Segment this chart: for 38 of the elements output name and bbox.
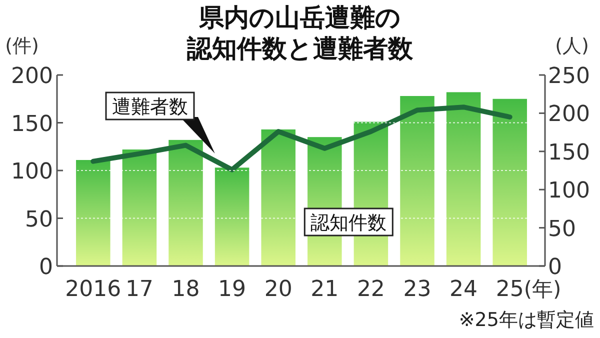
y2-tick-label: 100 xyxy=(548,178,590,204)
y2-tick-label: 200 xyxy=(548,102,590,128)
chart-subtitle: 認知件数と遭難者数 xyxy=(186,34,414,63)
bar xyxy=(400,96,434,266)
series-label: 遭難者数 xyxy=(105,92,195,120)
y2-tick-label: 250 xyxy=(548,64,590,89)
x-tick-label: 25 xyxy=(496,277,524,302)
series-label: 認知件数 xyxy=(304,208,394,236)
series-label: 遭難者数 xyxy=(112,96,188,118)
y2-tick-label: 50 xyxy=(548,216,576,242)
y-tick-label: 50 xyxy=(25,207,53,232)
x-tick-label: 21 xyxy=(310,277,339,302)
x-tick-label: 18 xyxy=(172,277,200,302)
y-tick-label: 0 xyxy=(39,255,53,280)
chart-title: 県内の山岳遭難の xyxy=(198,3,401,32)
y2-tick-label: 0 xyxy=(548,255,562,280)
x-tick-label: 20 xyxy=(264,277,292,302)
x-axis-title: (年) xyxy=(524,277,562,301)
x-tick-label: 24 xyxy=(450,277,478,302)
y2-axis-title: (人) xyxy=(555,35,589,57)
bar xyxy=(492,98,527,266)
y-tick-label: 150 xyxy=(11,112,53,137)
x-tick-label: 22 xyxy=(356,277,385,302)
bar xyxy=(122,149,157,266)
y-tick-label: 200 xyxy=(11,64,53,89)
y-tick-label: 100 xyxy=(11,160,53,184)
y2-tick-label: 150 xyxy=(548,140,590,166)
text: ※25年は暫定値 xyxy=(458,309,594,331)
x-tick-label: 17 xyxy=(125,277,154,302)
y-axis-title: (件) xyxy=(5,35,39,57)
x-tick-label: 23 xyxy=(403,277,432,302)
bar xyxy=(76,160,110,266)
series-label: 認知件数 xyxy=(310,212,387,234)
bar xyxy=(446,92,481,266)
bar xyxy=(261,129,296,266)
x-tick-label: 2016 xyxy=(65,277,122,302)
x-tick-label: 19 xyxy=(218,277,246,302)
bar xyxy=(214,168,250,266)
